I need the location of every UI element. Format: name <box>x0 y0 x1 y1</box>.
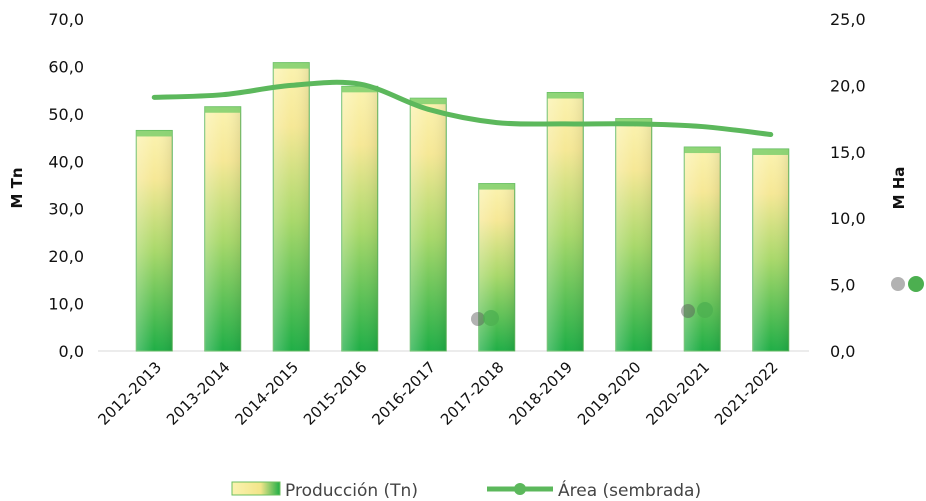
y2-tick-label: 0,0 <box>830 342 855 361</box>
shadow-dot-icon <box>891 277 905 291</box>
bar-cap <box>547 92 584 99</box>
bar-shading <box>341 86 378 351</box>
y2-tick-label: 5,0 <box>830 276 855 295</box>
bar-cap <box>752 148 789 155</box>
legend-label-production: Producción (Tn) <box>285 481 418 501</box>
area-line-path <box>151 79 774 138</box>
y-axis-title: M Tn <box>8 167 26 208</box>
bar-cap <box>684 147 721 154</box>
y-tick-label: 20,0 <box>48 247 84 266</box>
bar <box>615 118 653 352</box>
bar-shading <box>136 130 173 351</box>
category-label: 2021-2022 <box>711 358 782 429</box>
bar <box>204 106 242 352</box>
category-label: 2016-2017 <box>369 358 440 429</box>
bar <box>478 183 516 352</box>
y-tick-label: 10,0 <box>48 295 84 314</box>
left-axis-ticks: 0,0 10,0 20,0 30,0 40,0 50,0 60,0 70,0 <box>48 10 84 361</box>
bar-shading <box>273 62 310 352</box>
bar-shading <box>615 118 652 351</box>
category-label: 2017-2018 <box>437 358 508 429</box>
y2-tick-label: 10,0 <box>830 209 866 228</box>
y2-tick-label: 25,0 <box>830 10 866 29</box>
bar-cap <box>204 106 241 113</box>
green-dot-icon <box>908 276 924 292</box>
y2-axis-title: M Ha <box>890 167 908 210</box>
y-tick-label: 50,0 <box>48 105 84 124</box>
bar-shading <box>478 183 515 351</box>
y-tick-label: 60,0 <box>48 57 84 76</box>
legend-swatch-production <box>231 481 281 496</box>
bar-cap <box>273 62 310 69</box>
bar-cap <box>478 183 515 190</box>
bar <box>135 129 173 352</box>
bar <box>752 148 790 352</box>
shadow-dot-icon <box>681 304 695 318</box>
y-tick-label: 0,0 <box>59 342 84 361</box>
bar-shading <box>204 106 241 351</box>
bar <box>409 97 447 352</box>
green-dot-icon <box>697 302 713 318</box>
bar <box>272 62 310 352</box>
y-tick-label: 70,0 <box>48 10 84 29</box>
category-label: 2012-2013 <box>95 358 166 429</box>
y-tick-label: 40,0 <box>48 152 84 171</box>
bar-shading <box>752 148 789 351</box>
bar-shading <box>684 147 721 351</box>
legend: Producción (Tn) Área (sembrada) <box>231 479 701 501</box>
bar-shading <box>547 92 584 351</box>
category-label: 2020-2021 <box>643 358 714 429</box>
category-label: 2013-2014 <box>163 358 234 429</box>
shadow-dot-icon <box>471 312 485 326</box>
legend-label-area: Área (sembrada) <box>558 479 701 501</box>
bar-cap <box>410 98 447 105</box>
category-label: 2018-2019 <box>506 358 577 429</box>
bar-cap <box>341 86 378 93</box>
y2-tick-label: 20,0 <box>830 76 866 95</box>
category-label: 2019-2020 <box>574 358 645 429</box>
bar-cap <box>136 130 173 137</box>
bar-shading <box>410 98 447 351</box>
bar <box>546 92 584 352</box>
legend-swatch-area-marker <box>514 483 526 495</box>
category-label: 2015-2016 <box>300 358 371 429</box>
category-labels: 2012-20132013-20142014-20152015-20162016… <box>95 358 782 429</box>
bars <box>135 62 790 352</box>
decorative-markers <box>471 276 924 326</box>
area-line <box>151 79 774 138</box>
right-axis-ticks: 0,0 5,0 10,0 15,0 20,0 25,0 <box>830 10 866 361</box>
bar <box>341 85 379 352</box>
green-dot-icon <box>483 310 499 326</box>
y2-tick-label: 15,0 <box>830 143 866 162</box>
bar <box>683 146 721 352</box>
y-tick-label: 30,0 <box>48 200 84 219</box>
category-label: 2014-2015 <box>232 358 303 429</box>
